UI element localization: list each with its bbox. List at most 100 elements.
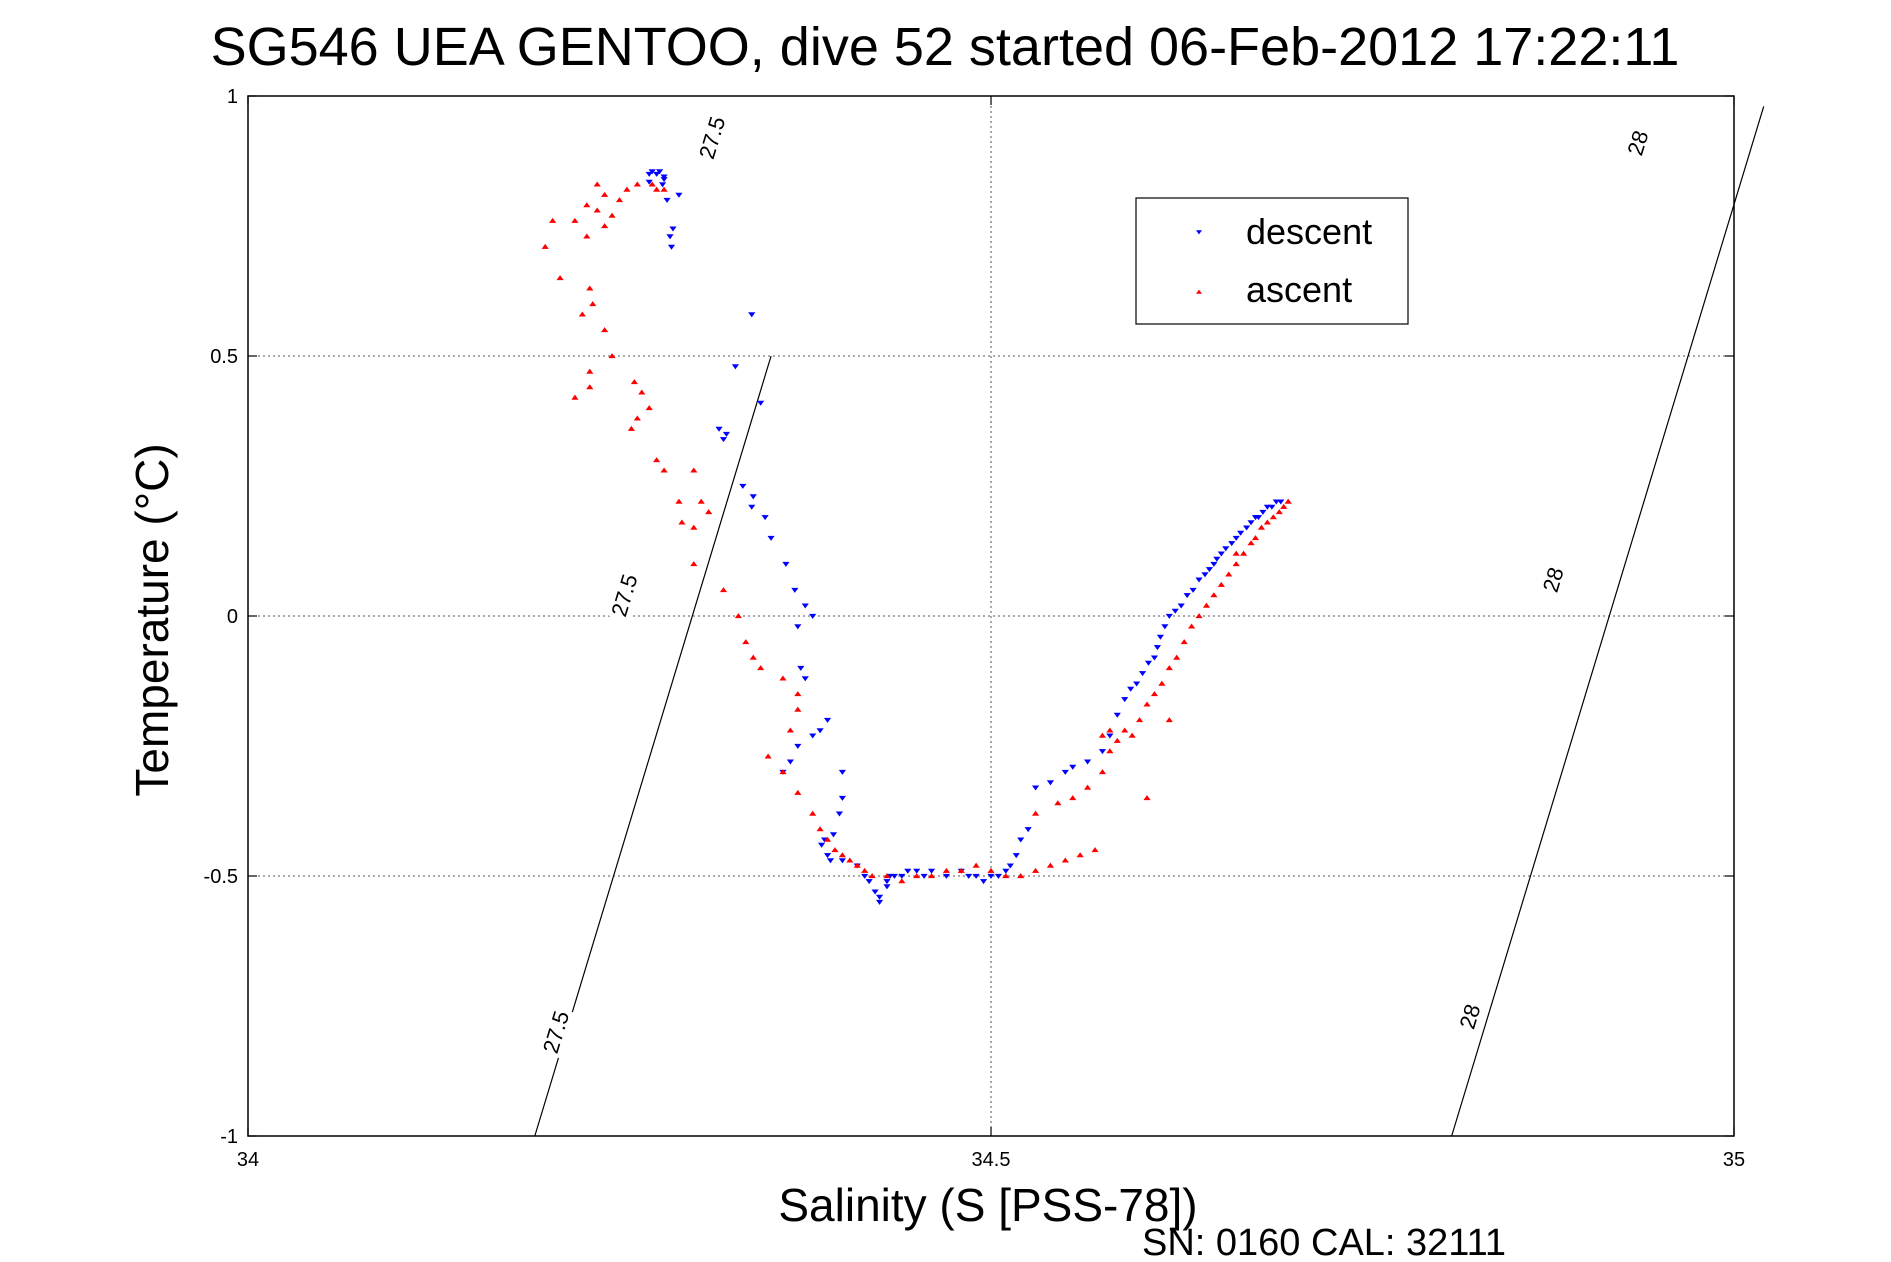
contour-label-bg <box>1532 552 1574 607</box>
ascent-point <box>1188 623 1196 629</box>
ascent-point <box>1225 571 1233 577</box>
legend-label-descent: descent <box>1246 211 1372 252</box>
ascent-point <box>1232 561 1240 567</box>
ascent-point <box>1263 519 1271 525</box>
ascent-point <box>653 186 661 192</box>
ascent-point <box>1195 613 1203 619</box>
ascent-point <box>571 394 579 400</box>
ascent-point <box>1046 862 1055 868</box>
contour-label-group: 28 <box>1449 989 1490 1044</box>
ascent-point <box>757 665 765 671</box>
descent-point <box>823 717 832 723</box>
descent-point <box>965 873 973 879</box>
descent-point <box>979 879 988 885</box>
descent-point <box>875 899 884 905</box>
descent-point <box>797 665 805 671</box>
descent-point <box>1144 660 1153 666</box>
ascent-point <box>898 878 906 884</box>
descent-point <box>1247 520 1255 526</box>
y-tick-label: -0.5 <box>204 866 238 888</box>
ascent-point <box>1121 727 1129 733</box>
ascent-point <box>749 654 757 660</box>
descent-point <box>1006 863 1014 869</box>
chart-title: SG546 UEA GENTOO, dive 52 started 06-Feb… <box>211 17 1680 77</box>
ascent-point <box>1217 581 1225 587</box>
descent-point <box>994 873 1003 879</box>
ascent-point <box>1275 509 1283 515</box>
ascent-point <box>831 847 839 853</box>
descent-point <box>1106 733 1114 739</box>
descent-point <box>838 795 846 801</box>
descent-point <box>809 733 817 739</box>
y-tick-label: 0.5 <box>210 346 238 368</box>
descent-point <box>838 769 846 775</box>
ascent-point <box>601 327 609 333</box>
ascent-point <box>583 202 591 208</box>
descent-point <box>913 868 921 874</box>
ascent-point <box>1165 665 1173 671</box>
legend-label-ascent: ascent <box>1246 269 1352 310</box>
ascent-point <box>705 509 713 515</box>
descent-point <box>659 182 667 188</box>
ascent-point <box>1158 680 1166 686</box>
ascent-point <box>1269 514 1277 520</box>
ascent-point <box>675 498 683 504</box>
ascent-point <box>1247 540 1255 546</box>
descent-point <box>1084 759 1092 765</box>
descent-point <box>1012 853 1020 859</box>
descent-point <box>794 743 802 749</box>
descent-point <box>1268 504 1276 510</box>
descent-point <box>748 504 756 510</box>
descent-point <box>1133 681 1141 687</box>
descent-point <box>749 494 757 500</box>
descent-point <box>883 884 891 890</box>
data-points <box>541 169 1292 905</box>
descent-point <box>660 177 668 183</box>
descent-point <box>1046 780 1055 786</box>
ascent-point <box>1180 639 1188 645</box>
descent-point <box>782 561 790 567</box>
ascent-point <box>1280 503 1288 509</box>
descent-point <box>666 234 674 240</box>
ascent-point <box>1091 847 1099 853</box>
ascent-point <box>638 389 646 395</box>
descent-point <box>757 400 765 406</box>
y-tick-label: -1 <box>220 1126 238 1148</box>
ascent-point <box>1113 737 1121 743</box>
descent-point <box>865 879 873 885</box>
contour-label-group: 27.5 <box>603 568 645 623</box>
ascent-point <box>927 873 936 879</box>
descent-point <box>1161 624 1169 630</box>
descent-point <box>942 873 951 879</box>
ascent-point <box>779 769 787 775</box>
descent-point <box>786 759 794 765</box>
descent-point <box>871 889 879 895</box>
axis-ticks: 34 34.5 35 -1 -0.5 0 0.5 1 <box>204 86 1746 1171</box>
x-tick-label: 34 <box>237 1149 259 1171</box>
ascent-point <box>1257 524 1266 530</box>
ascent-point <box>1165 717 1173 723</box>
contour-label-group: 28 <box>1617 115 1658 170</box>
contour-label-group: 27.5 <box>691 110 732 165</box>
descent-point <box>660 174 668 180</box>
descent-point <box>722 431 731 437</box>
ascent-point <box>615 197 624 203</box>
contour-label-group: 27.5 <box>535 1004 576 1060</box>
ascent-point <box>1143 701 1151 707</box>
descent-point <box>1061 769 1069 775</box>
descent-point <box>667 244 676 250</box>
ascent-point <box>742 639 750 645</box>
ascent-point <box>816 826 824 832</box>
ascent-point <box>549 217 557 223</box>
ascent-point <box>1210 592 1218 598</box>
contour-line-28 <box>1451 106 1765 1137</box>
descent-point <box>818 842 826 848</box>
density-contours: 27.5 27.5 27.5 28 28 28 <box>534 106 1765 1137</box>
ascent-point <box>1098 732 1107 738</box>
ascent-point <box>1284 498 1292 504</box>
x-axis-label: Salinity (S [PSS-78]) <box>778 1179 1197 1231</box>
ascent-point <box>1031 867 1040 873</box>
serial-calibration-note: SN: 0160 CAL: 32111 <box>1142 1222 1506 1262</box>
contour-label: 27.5 <box>538 1008 574 1056</box>
descent-point <box>1217 551 1225 557</box>
